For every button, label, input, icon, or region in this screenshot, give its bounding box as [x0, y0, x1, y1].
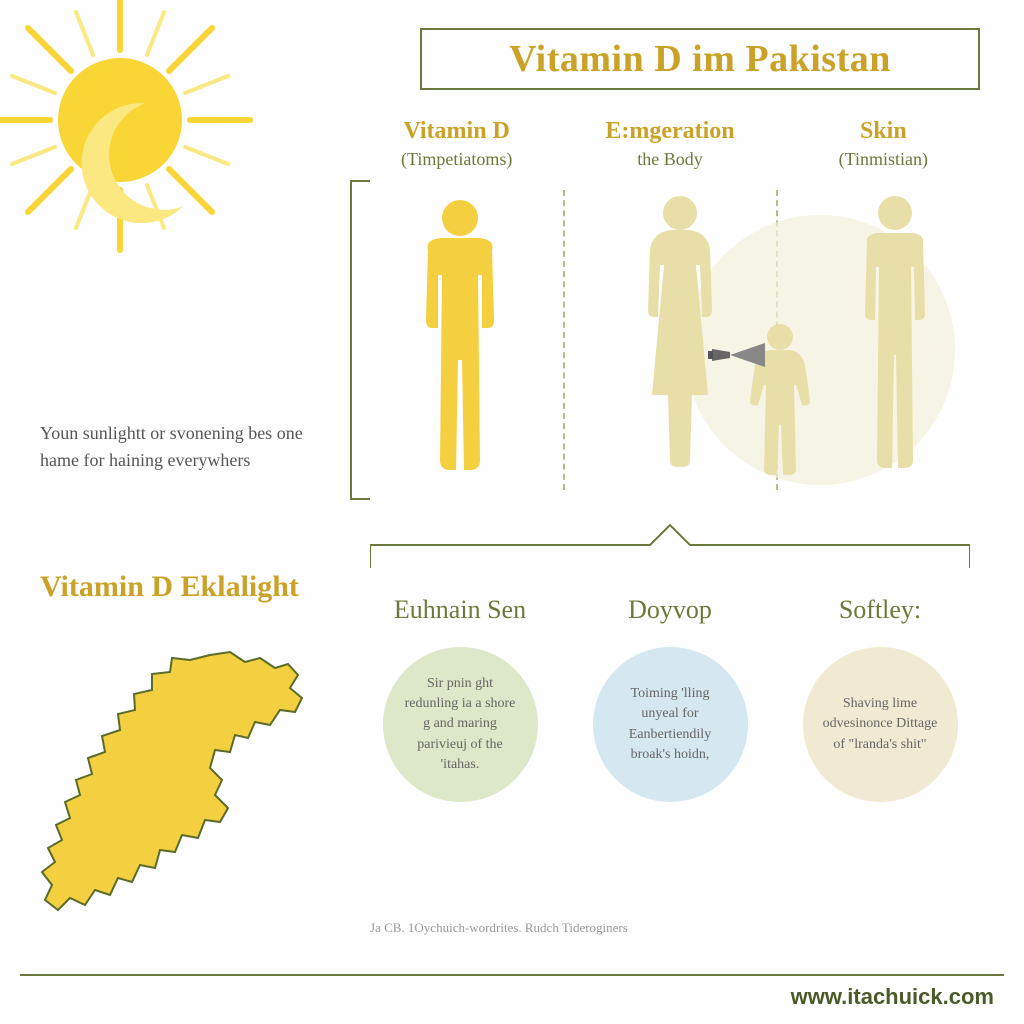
page-title: Vitamin D im Pakistan — [509, 37, 891, 81]
top-column-headers: Vitamin D (Timpetiatoms) E:mgeration the… — [350, 118, 990, 170]
credits: Ja CB. 1Oychuich-wordrites. Rudch Tidero… — [370, 920, 628, 936]
tagline: Youn sunlightt or svonening bes one hame… — [40, 420, 340, 474]
section-title: Vitamin D Eklalight — [40, 570, 299, 604]
col-head-1: Vitamin D (Timpetiatoms) — [350, 118, 563, 170]
col-head-2: E:mgeration the Body — [563, 118, 776, 170]
footer-url: www.itachuick.com — [791, 984, 994, 1010]
figures-panel — [350, 180, 990, 500]
circle-1: Sir pnin ght redunling ia a shore g and … — [383, 647, 538, 802]
circle-3: Shaving lime odvesinonce Dittage of "lra… — [803, 647, 958, 802]
sun-icon — [0, 0, 300, 300]
pakistan-map-icon — [30, 640, 330, 960]
bcol-2: Doyvop Toiming 'lling unyeal for Eanbert… — [580, 595, 760, 802]
title-box: Vitamin D im Pakistan — [420, 28, 980, 90]
bracket-bottom — [370, 520, 970, 570]
bcol-1: Euhnain Sen Sir pnin ght redunling ia a … — [370, 595, 550, 802]
circle-2: Toiming 'lling unyeal for Eanbertiendily… — [593, 647, 748, 802]
figures-svg — [350, 180, 990, 500]
bottom-columns: Euhnain Sen Sir pnin ght redunling ia a … — [370, 595, 970, 802]
footer-line — [20, 974, 1004, 976]
col-head-3: Skin (Tinmistian) — [777, 118, 990, 170]
bcol-3: Softley: Shaving lime odvesinonce Dittag… — [790, 595, 970, 802]
